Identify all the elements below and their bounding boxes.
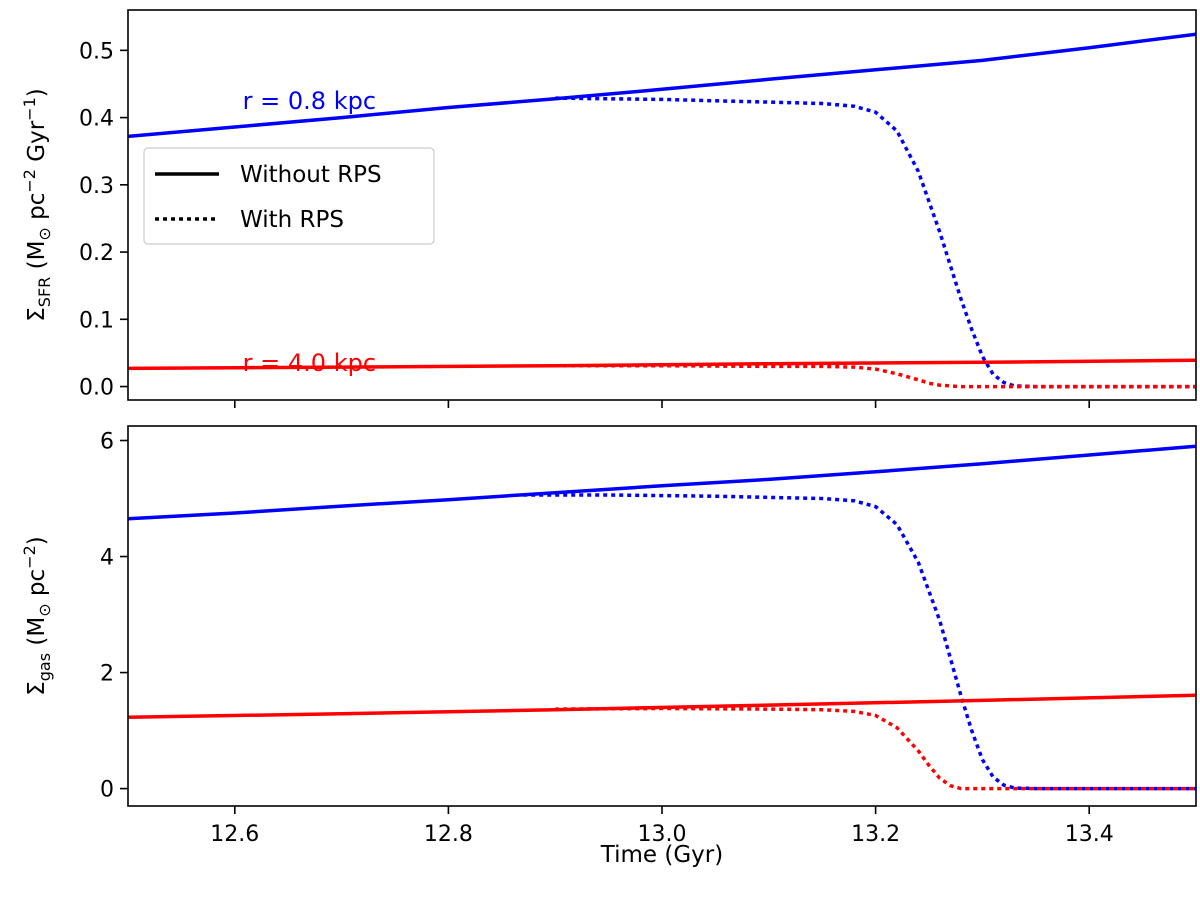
- sfr-y-tick-label: 0.2: [79, 241, 114, 266]
- gas-panel: 0 2 4 6 12.6 12.8 13.0 13.2 13.4 Σgas (M⊙ pc−2)…: [20, 425, 1197, 868]
- annotation-r-0-8-kpc: r = 0.8 kpc: [243, 87, 376, 115]
- gas-series-0-without-rps: [128, 444, 1196, 521]
- gas-ylabel-sun: ⊙: [35, 603, 54, 616]
- x-tick-label: 12.8: [424, 822, 473, 847]
- annotation-r-4-0-kpc: r = 4.0 kpc: [243, 349, 376, 377]
- x-tick-label: 13.2: [851, 822, 900, 847]
- gas-ylabel-exp1: −2: [20, 545, 39, 569]
- sfr-y-tick-label: 0.4: [79, 107, 114, 132]
- gas-y-tick-label: 0: [100, 778, 114, 803]
- sfr-series-0-without-rps: [128, 32, 1196, 139]
- sfr-ylabel-mid1: pc: [24, 193, 50, 228]
- legend-box: [143, 147, 435, 245]
- sfr-x-ticks: [234, 400, 1090, 408]
- sfr-annotations: r = 0.8 kpc r = 4.0 kpc: [243, 87, 376, 377]
- sfr-series-3-with-rps: [555, 363, 1196, 389]
- gas-y-tick-label: 2: [100, 662, 114, 687]
- gas-y-tick-label: 4: [100, 546, 114, 571]
- sfr-ylabel-mid2: Gyr: [24, 120, 50, 169]
- sfr-ylabel-pre: (M: [24, 241, 50, 277]
- x-axis-label: Time (Gyr): [600, 842, 723, 868]
- sfr-y-tick-label: 0.1: [79, 308, 114, 333]
- x-tick-label: 13.4: [1065, 822, 1114, 847]
- sfr-ylabel-sun: ⊙: [35, 227, 54, 240]
- sfr-y-axis-label: ΣSFR (M⊙ pc−2 Gyr−1): [20, 88, 54, 322]
- gas-plot-area: [128, 426, 1196, 806]
- legend: Without RPS With RPS: [143, 147, 435, 245]
- gas-ylabel-sub: gas: [35, 653, 54, 681]
- gas-series-1-with-rps: [523, 493, 1196, 791]
- sfr-ylabel-exp2: −1: [20, 97, 39, 121]
- gas-series-3-with-rps: [555, 706, 1196, 791]
- gas-ylabel-sym: Σ: [24, 681, 50, 696]
- legend-label-with-rps: With RPS: [240, 207, 344, 233]
- gas-ylabel-pre: (M: [24, 617, 50, 653]
- sfr-series-group: [128, 32, 1196, 389]
- sfr-ylabel-sub: SFR: [35, 277, 54, 307]
- gas-y-ticks: 0 2 4 6: [100, 430, 128, 803]
- gas-y-tick-label: 6: [100, 430, 114, 455]
- gas-ylabel-mid1: pc: [24, 569, 50, 604]
- sfr-y-tick-label: 0.5: [79, 39, 114, 64]
- sfr-y-ticks: 0.0 0.1 0.2 0.3 0.4 0.5: [79, 39, 128, 401]
- x-tick-label: 13.0: [638, 822, 687, 847]
- gas-x-ticks: 12.6 12.8 13.0 13.2 13.4: [210, 806, 1114, 847]
- gas-y-axis-label: Σgas (M⊙ pc−2): [20, 536, 54, 696]
- gas-series-group: [128, 444, 1196, 791]
- sfr-panel: r = 0.8 kpc r = 4.0 kpc 0.00.10.20.30.40…: [20, 9, 1197, 408]
- sfr-ylabel-post: ): [24, 88, 50, 97]
- x-tick-label: 12.6: [210, 822, 259, 847]
- sfr-ylabel-sym: Σ: [24, 307, 50, 322]
- sfr-axes-frame: [127, 9, 1197, 401]
- gas-ylabel-post: ): [24, 536, 50, 545]
- legend-label-without-rps: Without RPS: [240, 162, 382, 188]
- sfr-y-tick-label: 0.3: [79, 174, 114, 199]
- sfr-ylabel-exp1: −2: [20, 169, 39, 193]
- gas-axes-frame: [127, 425, 1197, 807]
- sfr-y-tick-label: 0.0: [79, 376, 114, 401]
